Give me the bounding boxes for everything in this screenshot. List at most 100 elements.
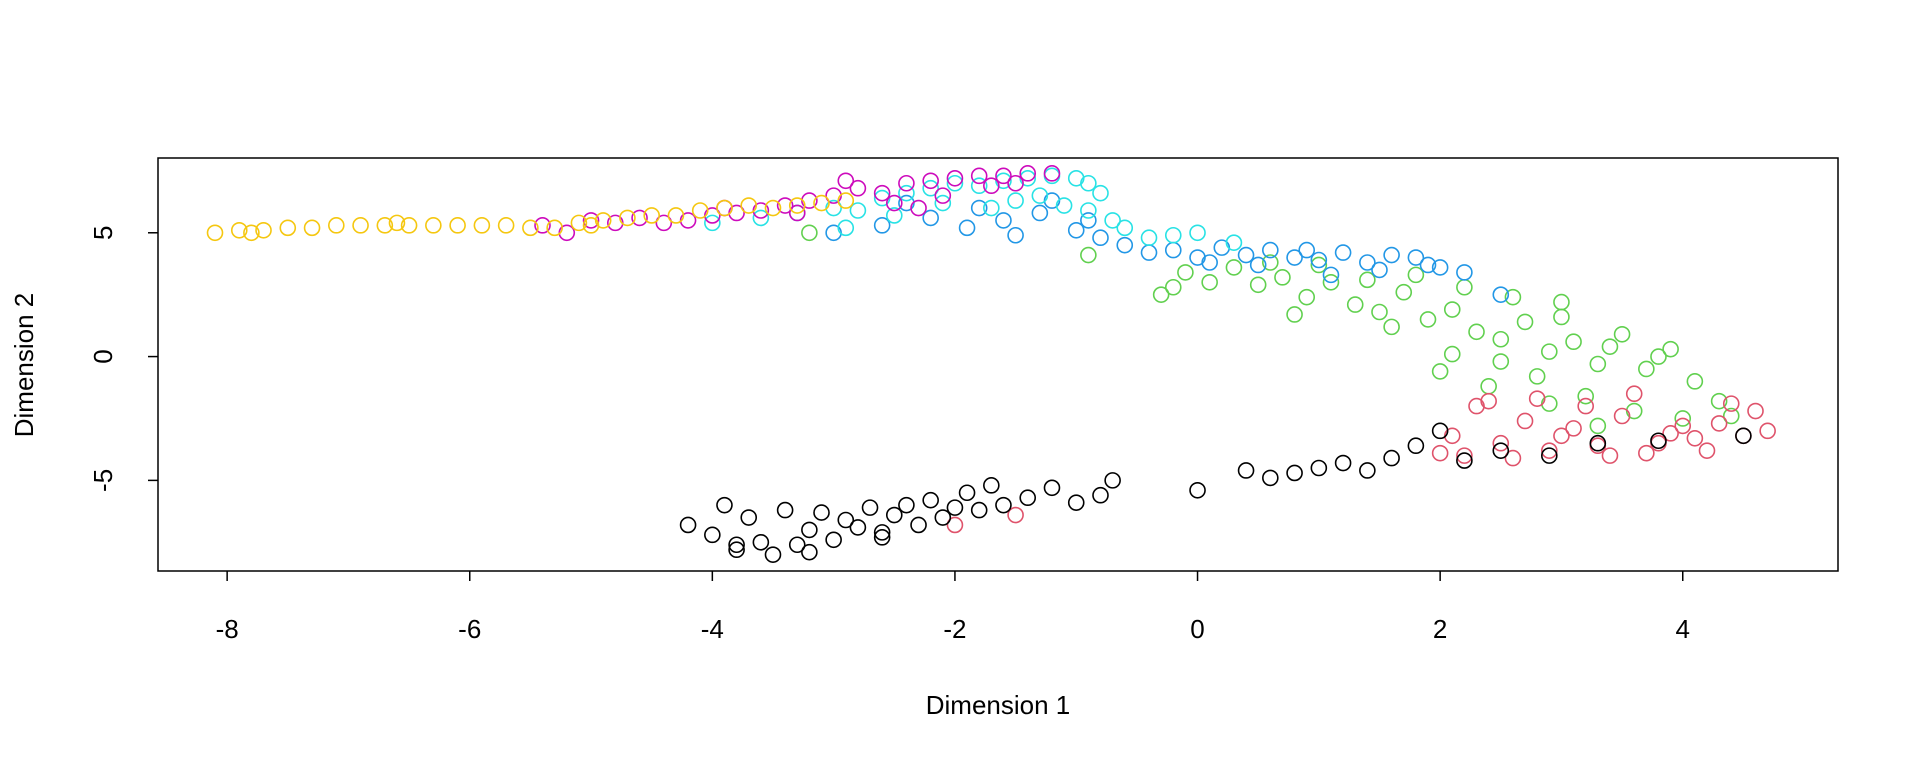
point <box>655 214 673 232</box>
point <box>849 179 867 197</box>
point <box>679 516 697 534</box>
point <box>1395 283 1413 301</box>
point <box>388 214 406 232</box>
point <box>788 536 806 554</box>
point <box>788 204 806 222</box>
point <box>995 167 1012 185</box>
point <box>425 217 442 234</box>
point <box>1419 311 1437 328</box>
point <box>1528 390 1546 407</box>
point <box>473 217 491 234</box>
point <box>946 170 964 187</box>
point <box>1189 481 1206 499</box>
x-tick-label: 0 <box>1190 614 1204 644</box>
point <box>1019 489 1037 507</box>
point <box>1492 434 1510 452</box>
point <box>1589 417 1607 435</box>
point <box>1759 422 1776 440</box>
point <box>1601 447 1619 464</box>
point <box>1516 412 1534 430</box>
point <box>1601 338 1619 355</box>
point <box>1650 348 1667 365</box>
point <box>1504 288 1522 306</box>
point <box>1092 486 1109 504</box>
point <box>1043 479 1061 497</box>
point <box>1080 246 1097 264</box>
x-tick-label: 2 <box>1433 614 1447 644</box>
point <box>837 219 855 237</box>
point <box>1431 422 1449 440</box>
point <box>801 543 818 561</box>
point <box>958 219 976 237</box>
point <box>983 177 1000 195</box>
point <box>995 496 1012 514</box>
point <box>1007 506 1024 524</box>
point <box>1710 392 1728 410</box>
point <box>873 529 891 546</box>
point <box>813 194 830 212</box>
point <box>1674 417 1692 435</box>
point <box>1565 333 1582 351</box>
point <box>898 174 915 192</box>
point <box>206 224 224 242</box>
point <box>1456 264 1473 281</box>
point <box>243 224 260 242</box>
point <box>728 541 745 559</box>
point <box>1613 407 1631 425</box>
point <box>740 197 758 214</box>
point <box>1456 452 1473 469</box>
point <box>1092 184 1109 202</box>
point <box>1407 266 1425 284</box>
point <box>1589 355 1607 373</box>
point <box>1286 464 1303 482</box>
point <box>1067 494 1085 511</box>
point <box>1201 254 1218 271</box>
point <box>946 499 964 516</box>
point <box>1565 420 1582 437</box>
point <box>898 184 915 202</box>
point <box>837 511 855 529</box>
point <box>400 217 418 234</box>
point <box>1674 410 1692 427</box>
point <box>801 521 818 539</box>
point <box>1140 244 1158 261</box>
point <box>497 217 515 234</box>
point <box>1080 212 1097 229</box>
point <box>1031 204 1049 222</box>
point <box>534 217 551 234</box>
point <box>631 209 648 227</box>
point <box>328 217 345 234</box>
point <box>1055 197 1073 214</box>
point <box>1007 226 1024 244</box>
point <box>1480 392 1497 410</box>
point <box>1516 313 1534 331</box>
y-tick-label: -5 <box>88 469 118 492</box>
point <box>1504 449 1522 467</box>
point <box>837 172 855 190</box>
point <box>691 202 709 219</box>
point <box>1262 469 1279 487</box>
point <box>788 197 806 214</box>
point <box>1407 437 1425 455</box>
point <box>1589 434 1607 452</box>
point <box>546 219 563 237</box>
point <box>1322 273 1340 291</box>
point <box>970 167 988 185</box>
x-tick-label: -6 <box>458 614 481 644</box>
point <box>764 199 782 217</box>
point <box>1419 256 1437 274</box>
point <box>1383 449 1400 467</box>
point <box>922 172 939 190</box>
point <box>1310 251 1328 269</box>
point <box>1625 385 1643 403</box>
point <box>1553 427 1570 445</box>
point <box>873 184 891 202</box>
point <box>1164 278 1182 296</box>
point <box>934 509 952 526</box>
point <box>849 519 867 536</box>
point <box>1007 192 1024 209</box>
point <box>1528 368 1546 385</box>
point <box>1310 256 1328 274</box>
point <box>352 217 369 234</box>
point <box>970 501 988 519</box>
